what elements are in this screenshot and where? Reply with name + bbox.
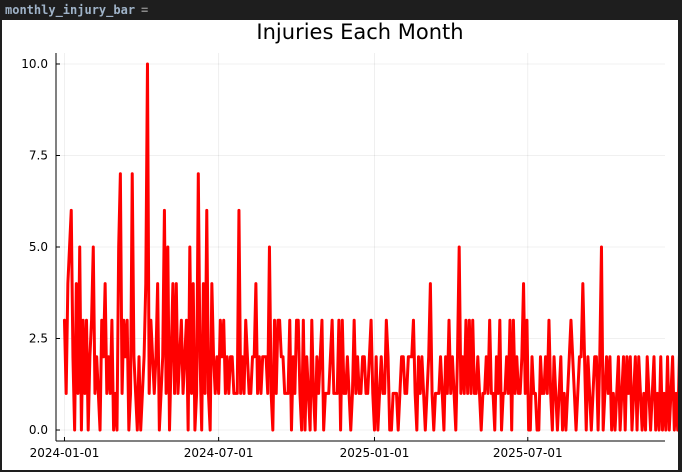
y-tick-label: 0.0 <box>29 423 48 437</box>
x-tick-label: 2024-01-01 <box>30 446 100 460</box>
x-tick-label: 2024-07-01 <box>184 446 254 460</box>
series-group <box>62 62 678 432</box>
y-axis-ticks: 0.0 2.5 5.0 7.5 10.0 <box>21 57 60 437</box>
x-axis-ticks: 2024-01-01 2024-07-01 2025-01-01 2025-07-01 <box>30 437 563 460</box>
y-tick-label: 2.5 <box>29 332 48 346</box>
x-tick-label: 2025-07-01 <box>493 446 563 460</box>
y-tick-label: 10.0 <box>21 57 48 71</box>
y-tick-label: 7.5 <box>29 148 48 162</box>
chart-title: Injuries Each Month <box>256 20 463 44</box>
assignment-operator: = <box>141 3 149 17</box>
y-tick-label: 5.0 <box>29 240 48 254</box>
chart-figure: Injuries Each Month 0.0 2.5 5.0 7.5 10.0 202… <box>2 20 678 470</box>
chart-svg: Injuries Each Month 0.0 2.5 5.0 7.5 10.0 202… <box>21 20 678 460</box>
variable-name: monthly_injury_bar <box>5 3 136 17</box>
cell-output-header: monthly_injury_bar = <box>0 0 682 20</box>
series-line <box>62 62 678 432</box>
x-tick-label: 2025-01-01 <box>340 446 410 460</box>
